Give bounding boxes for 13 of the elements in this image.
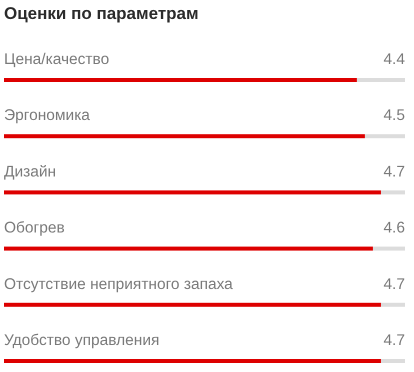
data-label: 4.6 xyxy=(383,220,405,237)
y-tick-label: Дизайн xyxy=(4,163,56,180)
data-label: 4.4 xyxy=(383,51,406,68)
y-tick-label: Эргономика xyxy=(4,107,90,124)
data-label: 4.5 xyxy=(383,107,405,124)
y-tick-label: Удобство управления xyxy=(4,332,160,349)
y-tick-label: Отсутствие неприятного запаха xyxy=(4,276,234,293)
y-tick-label: Обогрев xyxy=(4,220,65,237)
chart-title: Оценки по параметрам xyxy=(4,4,199,23)
data-label: 4.7 xyxy=(383,163,405,180)
data-label: 4.7 xyxy=(383,332,405,349)
y-tick-label: Цена/качество xyxy=(4,51,110,68)
data-label: 4.7 xyxy=(383,276,405,293)
